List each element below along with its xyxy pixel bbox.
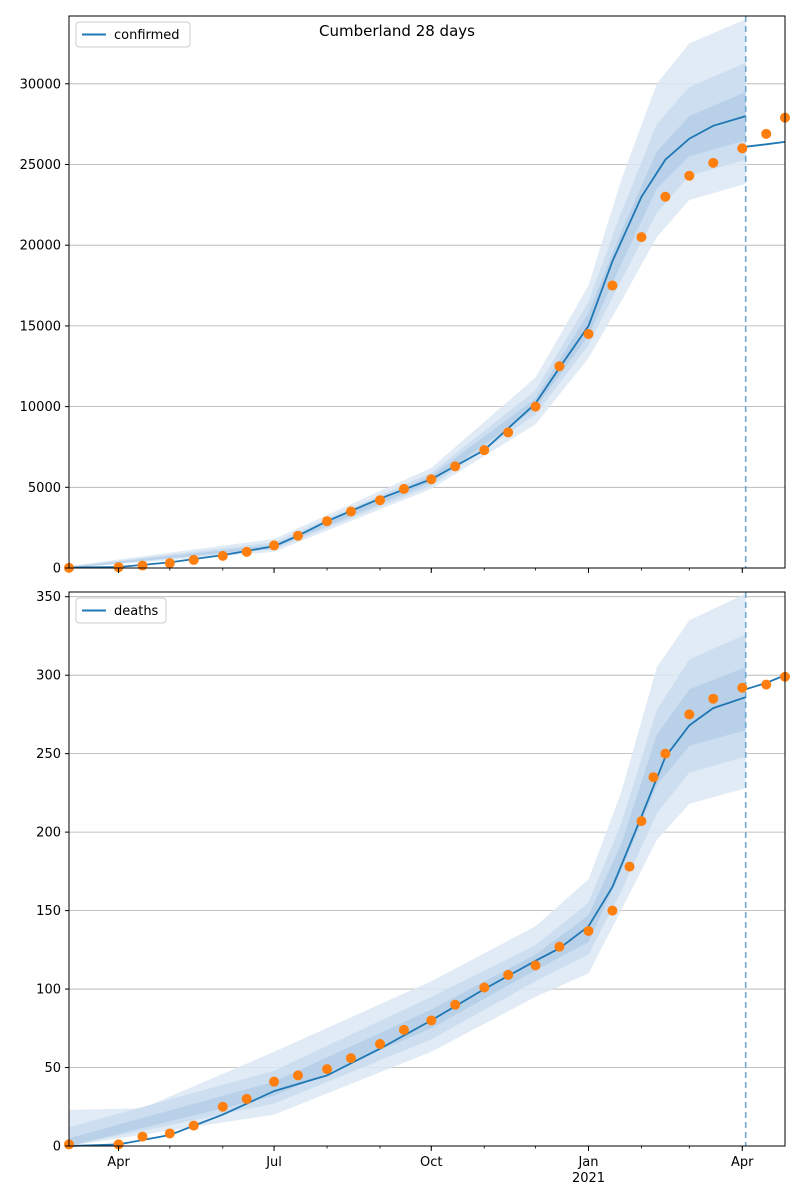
observed-point xyxy=(241,1093,252,1104)
observed-point xyxy=(241,546,252,557)
observed-point xyxy=(607,905,618,916)
legend-label: deaths xyxy=(114,604,159,619)
y-tick-label: 50 xyxy=(44,1061,61,1076)
axes-frame xyxy=(68,15,786,569)
x-tick-label: Apr xyxy=(107,1155,130,1170)
observed-point xyxy=(426,1015,437,1026)
observed-point xyxy=(375,495,386,506)
observed-point xyxy=(708,157,719,168)
observed-point xyxy=(269,540,280,551)
observed-point xyxy=(188,1120,199,1131)
observed-point xyxy=(322,1064,333,1075)
observed-point xyxy=(164,558,175,569)
observed-point xyxy=(737,143,748,154)
x-tick-label: Oct xyxy=(420,1155,442,1170)
axes-frame xyxy=(68,591,786,1147)
uncertainty-band-inner xyxy=(69,667,746,1146)
x-tick-label: Jul xyxy=(265,1155,282,1170)
observed-point xyxy=(636,816,647,827)
legend-label: confirmed xyxy=(114,28,180,43)
y-tick-label: 200 xyxy=(36,826,61,841)
observed-point xyxy=(761,128,772,139)
observed-point xyxy=(761,679,772,690)
x-tick-year-label: 2021 xyxy=(572,1171,605,1186)
observed-point xyxy=(684,709,695,720)
uncertainty-band-mid xyxy=(69,62,746,569)
y-tick-label: 250 xyxy=(36,747,61,762)
y-tick-label: 5000 xyxy=(28,481,61,496)
observed-point xyxy=(708,693,719,704)
observed-point xyxy=(554,361,565,372)
observed-point xyxy=(583,328,594,339)
observed-point xyxy=(269,1076,280,1087)
model-forecast-line xyxy=(745,141,786,148)
y-tick-label: 30000 xyxy=(20,77,61,92)
observed-point xyxy=(398,483,409,494)
observed-point xyxy=(648,772,659,783)
legend-box xyxy=(75,597,167,624)
observed-point xyxy=(684,170,695,181)
observed-point xyxy=(113,1139,124,1150)
y-tick-label: 20000 xyxy=(20,239,61,254)
observed-point xyxy=(624,861,635,872)
y-tick-label: 0 xyxy=(53,562,61,577)
observed-point xyxy=(503,969,514,980)
observed-point xyxy=(345,506,356,517)
observed-point xyxy=(164,1128,175,1139)
observed-point xyxy=(479,982,490,993)
observed-point xyxy=(345,1053,356,1064)
observed-point xyxy=(660,191,671,202)
observed-point xyxy=(292,530,303,541)
y-tick-label: 300 xyxy=(36,669,61,684)
observed-point xyxy=(450,999,461,1010)
y-tick-label: 150 xyxy=(36,904,61,919)
uncertainty-band-inner xyxy=(69,91,746,569)
observed-point xyxy=(660,748,671,759)
x-tick-label: Jan xyxy=(577,1155,598,1170)
observed-point xyxy=(426,474,437,485)
observed-point xyxy=(636,232,647,243)
observed-point xyxy=(554,941,565,952)
observed-point xyxy=(137,1131,148,1142)
observed-point xyxy=(607,280,618,291)
observed-point xyxy=(322,516,333,527)
y-tick-label: 100 xyxy=(36,983,61,998)
y-tick-label: 350 xyxy=(36,590,61,605)
figure-title: Cumberland 28 days xyxy=(319,22,475,40)
observed-point xyxy=(188,554,199,565)
observed-point xyxy=(375,1038,386,1049)
observed-point xyxy=(503,427,514,438)
observed-point xyxy=(479,445,490,456)
observed-point xyxy=(450,461,461,472)
y-tick-label: 25000 xyxy=(20,158,61,173)
y-tick-label: 15000 xyxy=(20,319,61,334)
observed-point xyxy=(217,550,228,561)
observed-point xyxy=(292,1070,303,1081)
observed-point xyxy=(583,925,594,936)
observed-point xyxy=(137,560,148,571)
observed-point xyxy=(530,960,541,971)
observed-point xyxy=(737,682,748,693)
legend-box xyxy=(75,21,191,48)
confirmed-panel: 0 5000 10000 15000 20000 25000 30000 confirmed xyxy=(20,15,790,577)
observed-point xyxy=(113,562,124,573)
x-tick-label: Apr xyxy=(731,1155,754,1170)
observed-point xyxy=(217,1101,228,1112)
y-tick-label: 10000 xyxy=(20,400,61,415)
y-tick-label: 0 xyxy=(53,1140,61,1155)
observed-point xyxy=(530,401,541,412)
observed-point xyxy=(398,1024,409,1035)
